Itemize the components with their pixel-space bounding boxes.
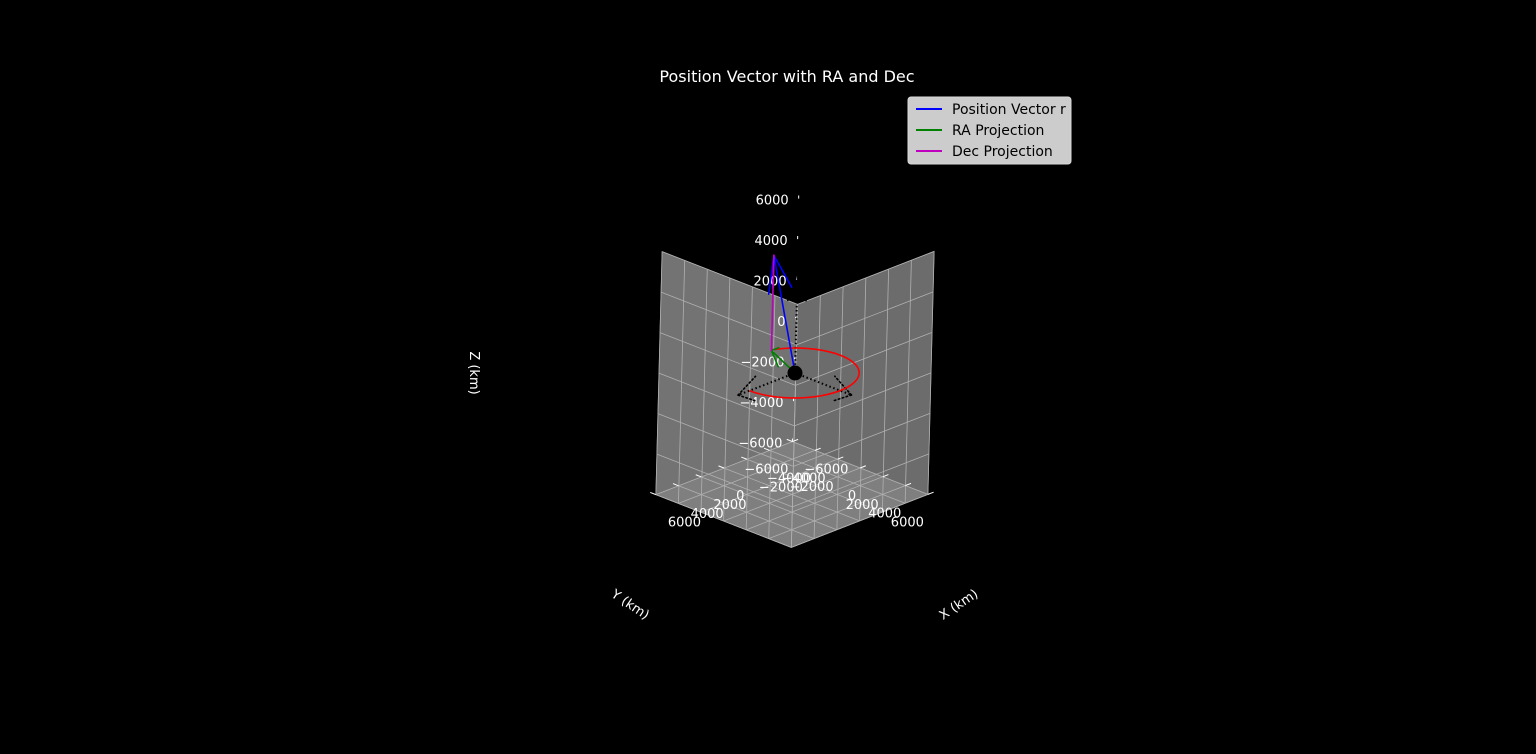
legend-box bbox=[907, 96, 1072, 165]
z-tick-label: −2000 bbox=[741, 356, 785, 371]
legend-label-ra-projection: RA Projection bbox=[952, 123, 1044, 139]
grid-line bbox=[655, 494, 792, 548]
origin-marker bbox=[787, 365, 803, 381]
x-tick-label: −4000 bbox=[782, 471, 826, 486]
grid-line bbox=[791, 494, 929, 548]
grid-line bbox=[661, 251, 798, 305]
grid-line bbox=[813, 295, 821, 539]
reference-axis-arrowhead bbox=[833, 394, 853, 402]
x-tick-label: −2000 bbox=[759, 480, 803, 495]
dec-projection-arrowhead bbox=[772, 254, 775, 282]
arc-line bbox=[749, 347, 860, 399]
ra-projection-arrowhead bbox=[770, 349, 780, 368]
chart-title: Position Vector with RA and Dec bbox=[659, 67, 914, 86]
y-tick-label: −4000 bbox=[767, 471, 811, 486]
y-tick bbox=[927, 491, 934, 495]
grid-line bbox=[768, 295, 776, 539]
tick-labels: −6000−6000−6000−4000−4000−4000−2000−2000… bbox=[668, 194, 924, 531]
grid-line bbox=[790, 304, 798, 548]
y-tick bbox=[837, 456, 844, 460]
reference-axis-arrowhead bbox=[796, 270, 808, 303]
legend: Position Vector r RA Projection Dec Proj… bbox=[907, 96, 1072, 165]
grid-line bbox=[797, 251, 935, 305]
reference-axis-arrowhead bbox=[834, 375, 853, 396]
x-tick bbox=[650, 491, 657, 496]
z-axis-label: Z (km) bbox=[466, 351, 481, 394]
plot-area bbox=[737, 254, 860, 402]
z-tick-label: 6000 bbox=[756, 194, 789, 209]
tick-marks bbox=[650, 195, 934, 496]
y-tick-label: 2000 bbox=[846, 498, 879, 513]
y-tick bbox=[792, 438, 799, 443]
z-tick-label: 4000 bbox=[755, 234, 788, 249]
legend-label-dec-projection: Dec Projection bbox=[952, 144, 1053, 160]
y-tick bbox=[859, 465, 867, 469]
y-tick-label: −2000 bbox=[790, 480, 834, 495]
x-tick-label: 2000 bbox=[713, 498, 746, 513]
y-tick-label: 6000 bbox=[891, 515, 924, 530]
x-tick bbox=[741, 456, 748, 460]
reference-axis-line bbox=[794, 372, 852, 396]
x-tick bbox=[695, 474, 702, 478]
reference-axis-arrowhead bbox=[737, 375, 757, 396]
legend-label-position-vector: Position Vector r bbox=[952, 102, 1066, 118]
y-tick bbox=[882, 474, 889, 478]
z-tick-label: −6000 bbox=[738, 437, 782, 452]
ra-projection-arrowhead bbox=[770, 346, 780, 352]
x-tick bbox=[718, 465, 725, 469]
grid-lines bbox=[655, 251, 935, 548]
y-tick bbox=[814, 447, 821, 451]
x-tick bbox=[672, 483, 679, 487]
position-vector-arrowhead bbox=[773, 254, 793, 288]
x-tick-label: 0 bbox=[736, 489, 744, 504]
x-tick bbox=[763, 447, 770, 451]
reference-axis-line bbox=[794, 271, 799, 374]
y-tick-label: 0 bbox=[848, 489, 856, 504]
x-tick-label: −6000 bbox=[804, 463, 848, 478]
position-vector-line bbox=[773, 254, 796, 374]
y-tick-label: 4000 bbox=[868, 507, 901, 522]
reference-axis-arrowhead bbox=[737, 394, 756, 402]
y-tick bbox=[905, 482, 912, 487]
z-tick-label: 0 bbox=[777, 315, 785, 330]
x-tick bbox=[786, 438, 793, 443]
y-tick-label: −6000 bbox=[744, 463, 788, 478]
x-tick-label: 6000 bbox=[668, 516, 701, 531]
x-tick-label: 4000 bbox=[691, 507, 724, 522]
